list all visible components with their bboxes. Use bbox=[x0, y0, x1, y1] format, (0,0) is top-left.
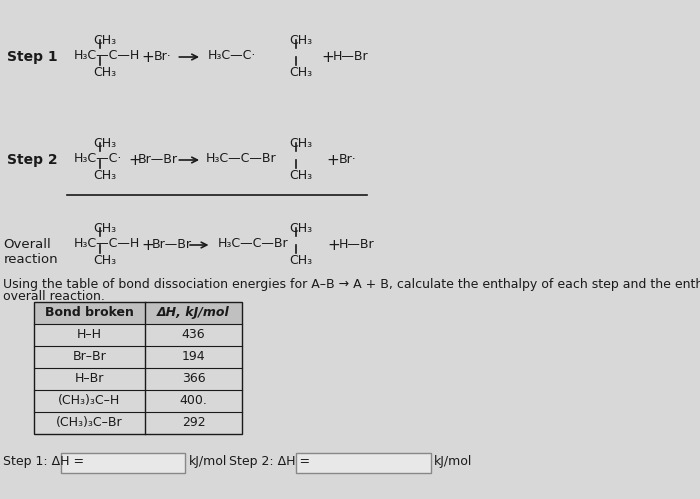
Text: CH₃: CH₃ bbox=[93, 222, 116, 235]
Text: H–H: H–H bbox=[77, 328, 102, 341]
Text: CH₃: CH₃ bbox=[290, 34, 313, 47]
Text: Step 1: Step 1 bbox=[7, 50, 57, 64]
Text: Step 2: ΔH =: Step 2: ΔH = bbox=[229, 455, 310, 468]
Text: 194: 194 bbox=[182, 350, 205, 363]
Text: Br—Br: Br—Br bbox=[151, 238, 192, 251]
Text: Br—Br: Br—Br bbox=[138, 153, 178, 166]
Text: Step 2: Step 2 bbox=[7, 153, 57, 167]
Text: overall reaction.: overall reaction. bbox=[4, 290, 105, 303]
Text: +: + bbox=[326, 153, 340, 168]
Text: CH₃: CH₃ bbox=[93, 169, 116, 182]
Text: H₃C—C·: H₃C—C· bbox=[74, 152, 122, 165]
Text: H—Br: H—Br bbox=[339, 238, 375, 251]
Text: H₃C—C—Br: H₃C—C—Br bbox=[218, 237, 288, 250]
Text: CH₃: CH₃ bbox=[290, 66, 313, 79]
Text: 400.: 400. bbox=[180, 394, 207, 407]
Text: Using the table of bond dissociation energies for A–B → A + B, calculate the ent: Using the table of bond dissociation ene… bbox=[4, 278, 700, 291]
Text: Br–Br: Br–Br bbox=[72, 350, 106, 363]
Text: Bond broken: Bond broken bbox=[45, 306, 134, 319]
Text: H–Br: H–Br bbox=[74, 372, 104, 385]
Text: kJ/mol: kJ/mol bbox=[434, 455, 473, 468]
Text: +: + bbox=[141, 50, 154, 65]
FancyBboxPatch shape bbox=[34, 302, 242, 324]
Text: Br·: Br· bbox=[339, 153, 356, 166]
Text: +: + bbox=[141, 238, 154, 253]
Text: H₃C—C·: H₃C—C· bbox=[207, 49, 256, 62]
Text: (CH₃)₃C–H: (CH₃)₃C–H bbox=[58, 394, 120, 407]
Text: CH₃: CH₃ bbox=[93, 137, 116, 150]
Text: +: + bbox=[128, 153, 141, 168]
Text: +: + bbox=[328, 238, 341, 253]
Text: 436: 436 bbox=[182, 328, 205, 341]
Text: Br·: Br· bbox=[153, 50, 172, 63]
Text: CH₃: CH₃ bbox=[93, 254, 116, 267]
FancyBboxPatch shape bbox=[296, 453, 431, 473]
Text: H—Br: H—Br bbox=[333, 50, 369, 63]
FancyBboxPatch shape bbox=[61, 453, 185, 473]
Text: CH₃: CH₃ bbox=[290, 137, 313, 150]
Text: Step 1: ΔH =: Step 1: ΔH = bbox=[4, 455, 85, 468]
Text: (CH₃)₃C–Br: (CH₃)₃C–Br bbox=[56, 416, 122, 429]
Text: CH₃: CH₃ bbox=[290, 169, 313, 182]
Text: +: + bbox=[322, 50, 335, 65]
Text: H₃C—C—Br: H₃C—C—Br bbox=[205, 152, 276, 165]
Text: 292: 292 bbox=[182, 416, 205, 429]
Text: Overall
reaction: Overall reaction bbox=[4, 238, 58, 266]
Text: H₃C—C—H: H₃C—C—H bbox=[74, 237, 140, 250]
Text: CH₃: CH₃ bbox=[93, 34, 116, 47]
Text: H₃C—C—H: H₃C—C—H bbox=[74, 49, 140, 62]
Text: CH₃: CH₃ bbox=[290, 222, 313, 235]
Text: 366: 366 bbox=[182, 372, 205, 385]
Text: CH₃: CH₃ bbox=[290, 254, 313, 267]
Text: ΔH, kJ/mol: ΔH, kJ/mol bbox=[158, 306, 230, 319]
Text: kJ/mol: kJ/mol bbox=[188, 455, 227, 468]
Text: CH₃: CH₃ bbox=[93, 66, 116, 79]
